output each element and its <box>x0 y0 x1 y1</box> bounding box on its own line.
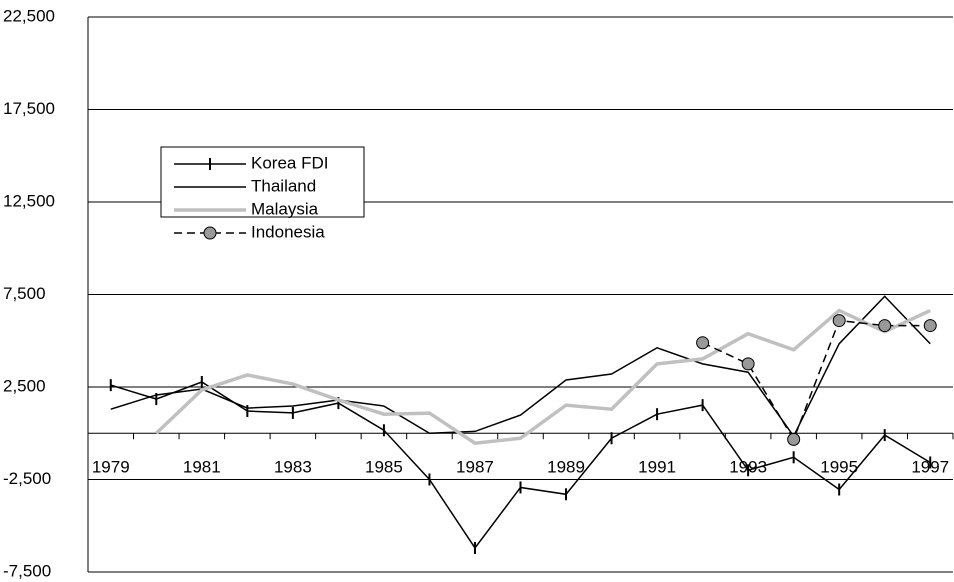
series-line <box>110 295 931 438</box>
point-marker <box>787 432 801 446</box>
legend-box <box>160 146 365 218</box>
y-tick-label: 12,500 <box>3 191 55 210</box>
legend-marker <box>203 226 217 240</box>
series-line <box>702 319 931 442</box>
series-line <box>155 308 931 446</box>
x-tick-label: 1981 <box>183 458 221 477</box>
y-tick-label: 22,500 <box>3 6 55 25</box>
point-marker <box>923 319 937 333</box>
x-tick-label: 1983 <box>274 458 312 477</box>
x-tick-label: 1985 <box>365 458 403 477</box>
point-marker <box>741 357 755 371</box>
legend-label: Korea FDI <box>251 153 328 172</box>
y-tick-label: 2,500 <box>3 376 46 395</box>
x-tick-label: 1995 <box>820 458 858 477</box>
legend-label: Indonesia <box>251 222 325 241</box>
legend-label: Thailand <box>251 176 316 195</box>
y-tick-label: 7,500 <box>3 284 46 303</box>
legend-label: Malaysia <box>251 199 319 218</box>
x-tick-label: 1987 <box>456 458 494 477</box>
y-tick-label: -2,500 <box>3 469 51 488</box>
y-tick-label: 17,500 <box>3 99 55 118</box>
point-marker <box>832 314 846 328</box>
x-tick-label: 1989 <box>547 458 585 477</box>
x-tick-label: 1991 <box>638 458 676 477</box>
x-tick-label: 1979 <box>92 458 130 477</box>
point-marker <box>696 336 710 350</box>
y-tick-label: -7,500 <box>3 561 51 580</box>
point-marker <box>878 319 892 333</box>
